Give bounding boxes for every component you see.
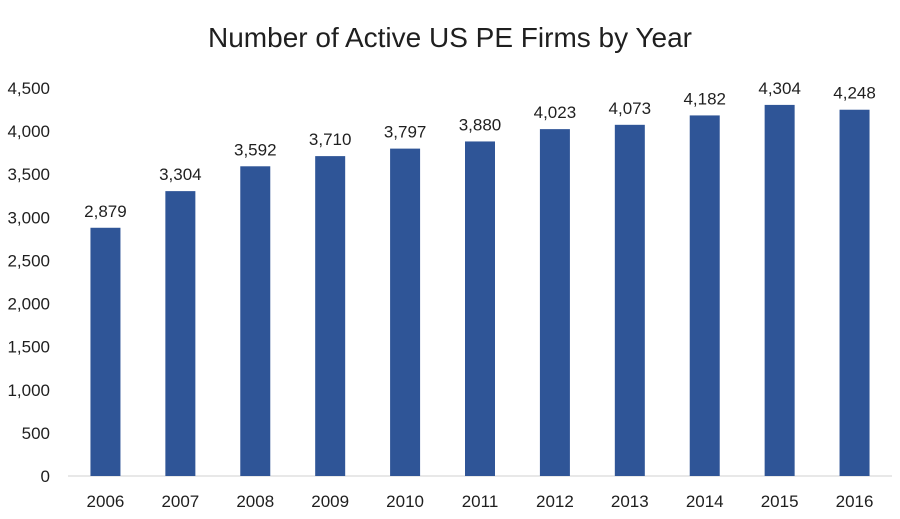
y-tick-label: 1,500: [7, 338, 50, 357]
y-tick-label: 1,000: [7, 381, 50, 400]
data-label: 2,879: [84, 202, 127, 221]
x-tick-label: 2008: [236, 492, 274, 511]
data-label: 4,248: [833, 84, 876, 103]
data-label: 3,304: [159, 165, 202, 184]
y-tick-label: 4,000: [7, 122, 50, 141]
data-label: 3,880: [459, 115, 502, 134]
data-label: 4,304: [758, 79, 801, 98]
y-tick-label: 500: [22, 424, 50, 443]
bar: [465, 141, 495, 477]
x-tick-label: 2012: [536, 492, 574, 511]
y-tick-label: 0: [41, 467, 50, 486]
x-tick-label: 2016: [836, 492, 874, 511]
y-tick-label: 3,000: [7, 208, 50, 227]
bar: [165, 191, 196, 477]
bar: [90, 227, 121, 476]
data-label: 4,073: [609, 99, 652, 118]
data-label: 4,182: [683, 89, 726, 108]
data-label: 3,592: [234, 140, 277, 159]
bar: [539, 129, 570, 477]
x-tick-label: 2014: [686, 492, 724, 511]
y-tick-label: 3,500: [7, 165, 50, 184]
x-tick-label: 2011: [462, 492, 499, 511]
bar: [839, 109, 870, 476]
x-tick-label: 2007: [161, 492, 199, 511]
bar: [614, 124, 645, 476]
bar: [315, 156, 346, 477]
bar: [390, 148, 421, 476]
x-tick-label: 2015: [761, 492, 799, 511]
x-tick-label: 2010: [386, 492, 424, 511]
bar: [240, 166, 271, 476]
y-tick-label: 2,500: [7, 251, 50, 270]
x-tick-label: 2013: [611, 492, 649, 511]
x-tick-label: 2009: [311, 492, 349, 511]
data-label: 3,797: [384, 123, 427, 142]
bar: [689, 115, 720, 476]
y-tick-label: 4,500: [7, 79, 50, 98]
data-label: 3,710: [309, 130, 352, 149]
chart-title: Number of Active US PE Firms by Year: [208, 22, 692, 53]
data-label: 4,023: [534, 103, 577, 122]
y-tick-label: 2,000: [7, 295, 50, 314]
bar: [764, 104, 795, 476]
x-tick-label: 2006: [87, 492, 125, 511]
